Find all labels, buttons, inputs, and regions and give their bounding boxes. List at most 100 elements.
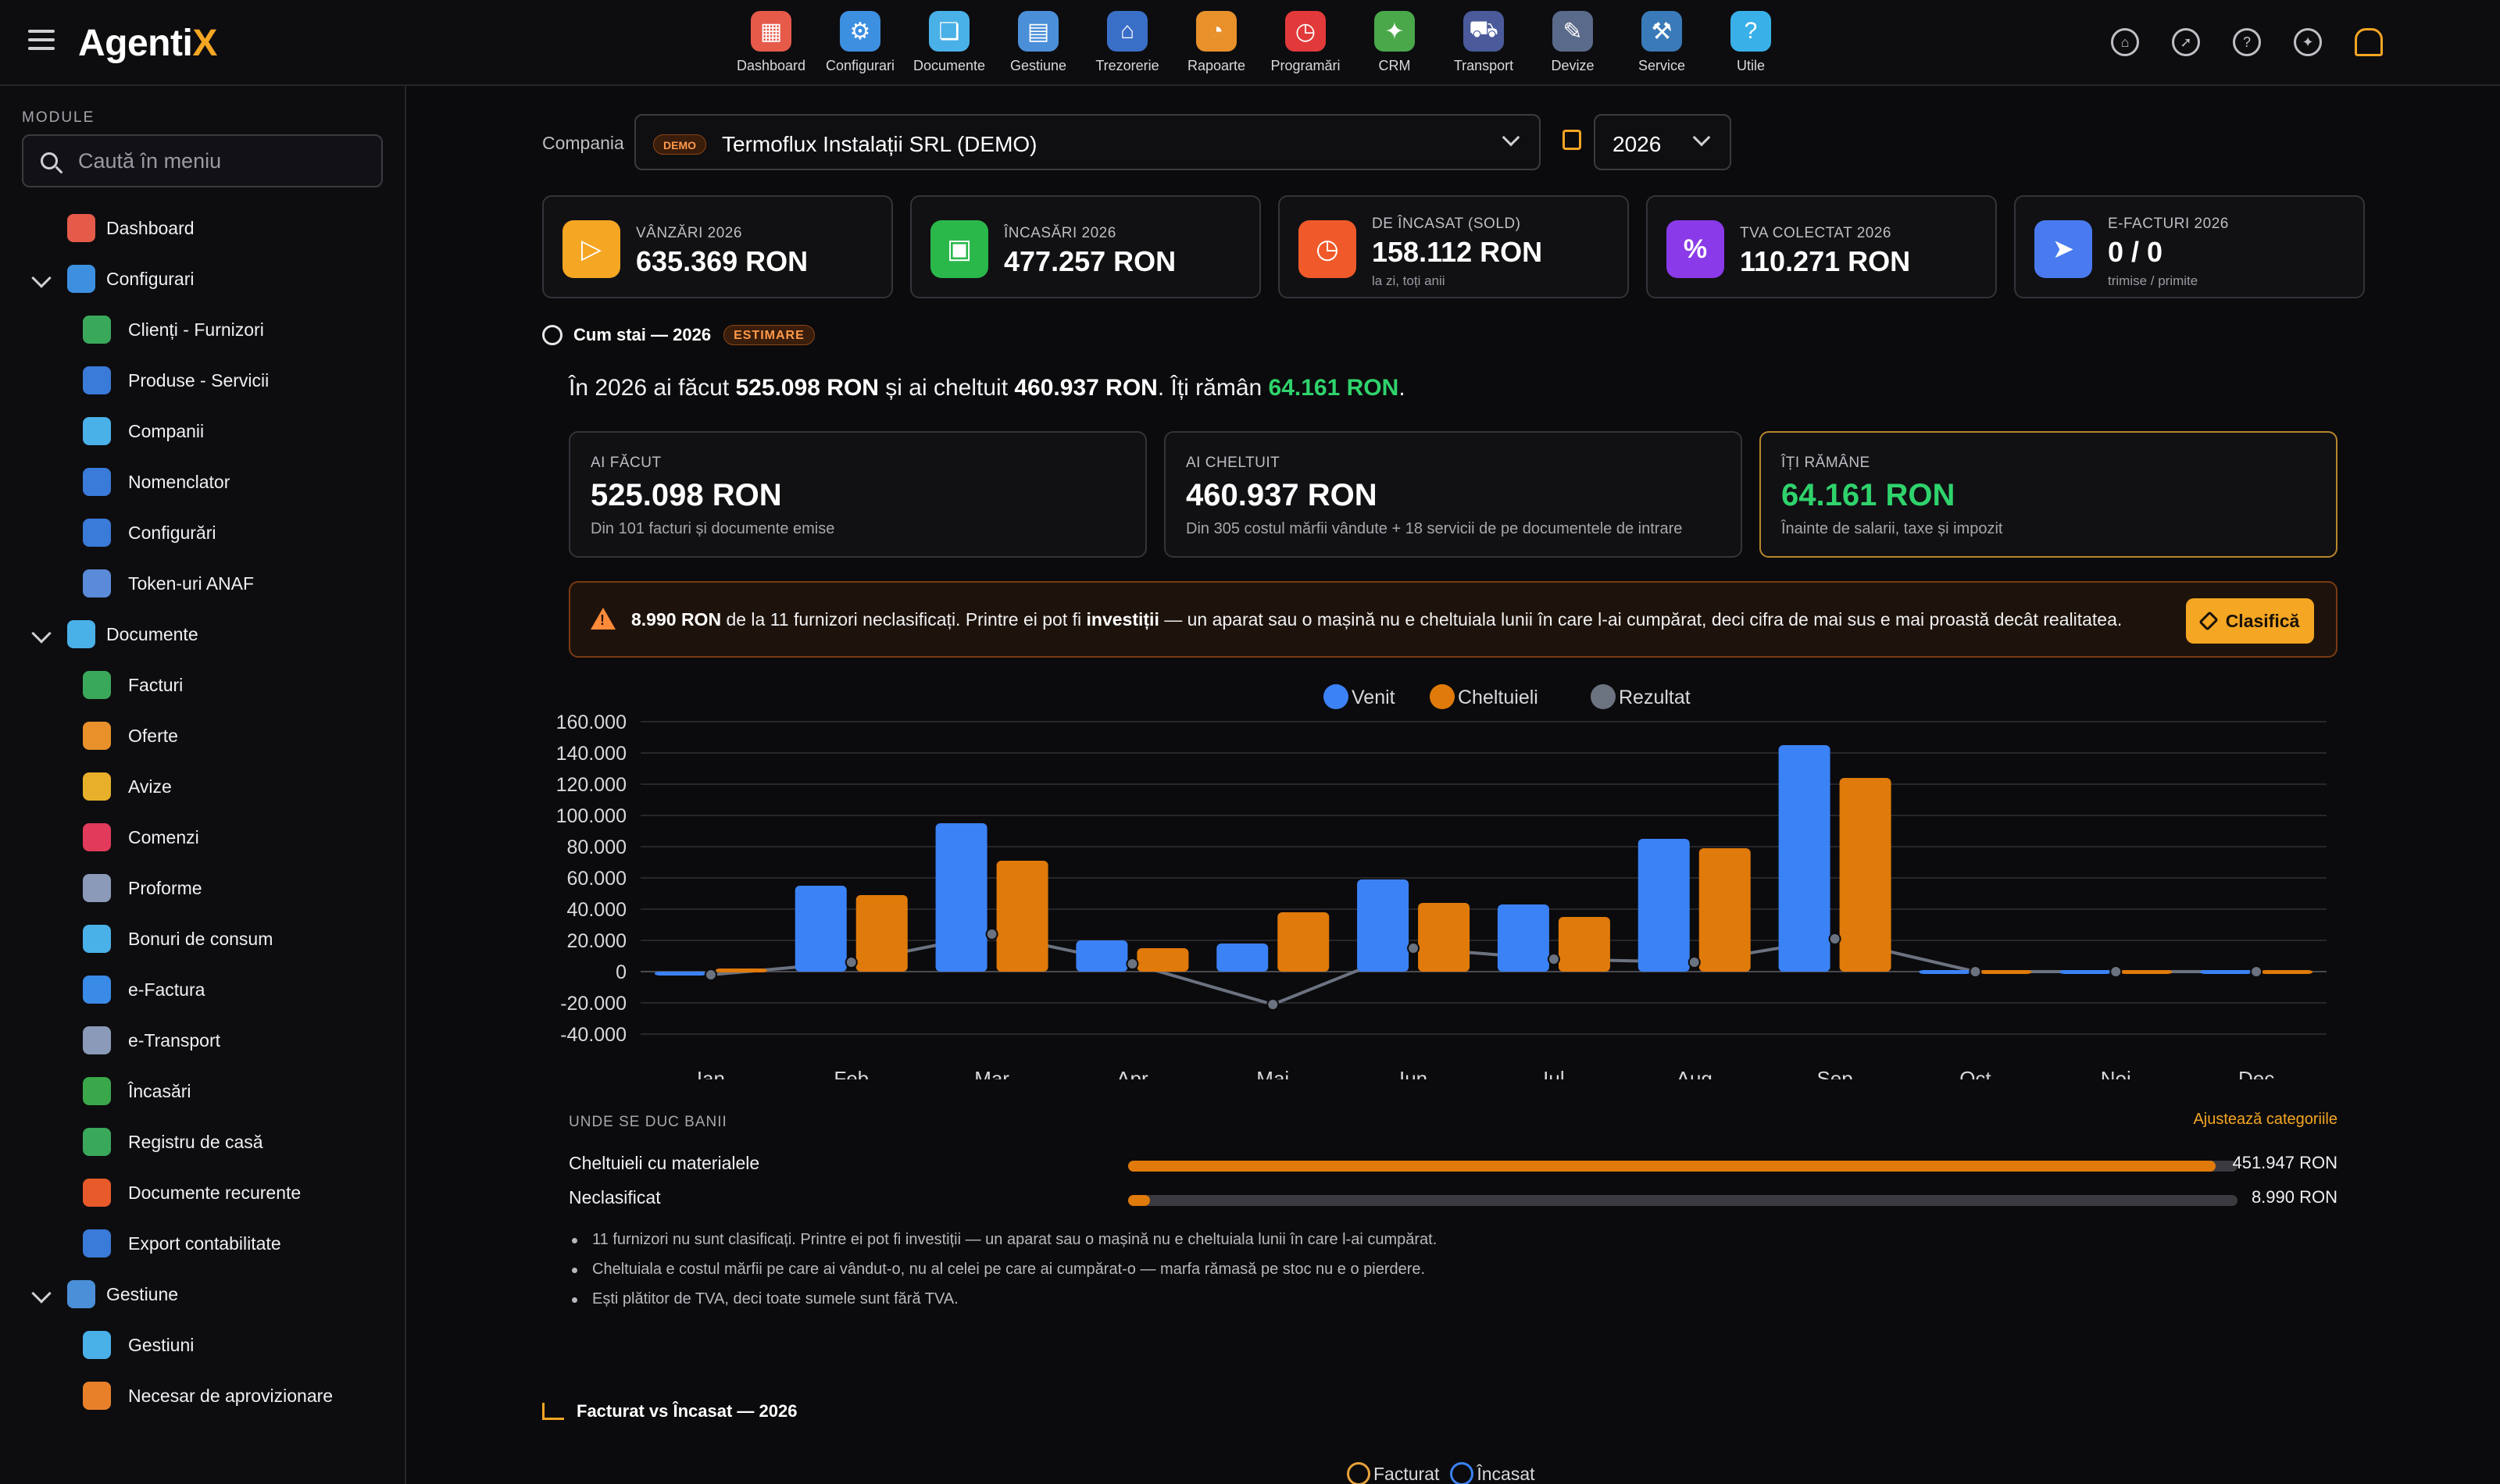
clock-icon: ◷	[1285, 11, 1326, 52]
sidebar-item-bonuri-de-consum[interactable]: Bonuri de consum	[0, 914, 406, 965]
chevron-down-icon[interactable]	[31, 268, 52, 288]
rezultat-point	[1126, 958, 1139, 970]
help-circle-icon[interactable]: ?	[2233, 28, 2261, 56]
topnav-service[interactable]: ⚒ Service	[1617, 11, 1706, 81]
topnav-label: CRM	[1378, 58, 1411, 73]
venit-bar	[795, 886, 847, 972]
cum-stai-header: Cum stai — 2026 ESTIMARE	[542, 325, 815, 345]
estimate-badge: ESTIMARE	[723, 325, 815, 345]
menu-item-icon	[83, 1179, 111, 1207]
sidebar-item-avize[interactable]: Avize	[0, 762, 406, 812]
sidebar-item-necesar-de-aprovizionare[interactable]: Necesar de aprovizionare	[0, 1371, 406, 1422]
sidebar-item-etransport[interactable]: e-Transport	[0, 1015, 406, 1066]
chevron-down-icon[interactable]	[31, 1283, 52, 1304]
topnav-label: Trezorerie	[1095, 58, 1159, 73]
topnav-programari[interactable]: ◷ Programări	[1261, 11, 1350, 81]
legend-item[interactable]: Facturat	[1347, 1462, 1439, 1484]
menu-item-icon	[83, 1026, 111, 1054]
sidebar-item-companii[interactable]: Companii	[0, 406, 406, 457]
sidebar-item-clienti-furnizori[interactable]: Clienți - Furnizori	[0, 305, 406, 355]
topnav-utile[interactable]: ? Utile	[1706, 11, 1795, 81]
topnav-configurari[interactable]: ⚙ Configurari	[816, 11, 905, 81]
kpi-card[interactable]: ◷ DE ÎNCASAT (SOLD) 158.112 RON la zi, toți…	[1278, 195, 1629, 298]
warning-text: 8.990 RON de la 11 furnizori neclasifica…	[631, 609, 2123, 630]
sidebar-item-label: Documente	[106, 624, 198, 644]
sparkle-icon[interactable]: ✦	[2294, 28, 2322, 56]
kpi-card[interactable]: ▷ VÂNZĂRI 2026 635.369 RON	[542, 195, 893, 298]
app-logo[interactable]: AgentiX	[78, 23, 217, 64]
sidebar-item-gestiuni[interactable]: Gestiuni	[0, 1320, 406, 1371]
menu-item-icon	[83, 1077, 111, 1105]
topnav-transport[interactable]: ⛟ Transport	[1439, 11, 1528, 81]
sidebar-item-label: Comenzi	[128, 827, 199, 847]
x-tick-label: Mar	[974, 1067, 1009, 1079]
rezultat-point	[1688, 956, 1701, 969]
topnav-trezorerie[interactable]: ⌂ Trezorerie	[1083, 11, 1172, 81]
report-chart-icon: ◔	[1196, 11, 1237, 52]
facturat-incasat-legend: Facturat Încasat	[1347, 1462, 1535, 1484]
top-navigation: ▦ Dashboard ⚙ Configurari ❏ Documente ▤ Gestiun…	[727, 11, 1795, 81]
where-title: UNDE SE DUC BANII	[569, 1114, 727, 1130]
category-value: 451.947 RON	[2232, 1153, 2338, 1172]
sidebar-item-export-contabilitate[interactable]: Export contabilitate	[0, 1218, 406, 1269]
sidebar-item-efactura[interactable]: e-Factura	[0, 965, 406, 1015]
chevron-down-icon	[1502, 128, 1520, 147]
menu-search-input[interactable]: Caută în meniu	[22, 134, 383, 187]
sidebar-item-gestiune[interactable]: Gestiune	[0, 1269, 406, 1320]
sidebar-item-proforme[interactable]: Proforme	[0, 863, 406, 914]
sidebar-item-label: Registru de casă	[128, 1132, 263, 1152]
note-item: Ești plătitor de TVA, deci toate sumele …	[569, 1290, 1437, 1308]
y-tick-label: -20.000	[560, 993, 627, 1015]
sidebar-item-documente-recurente[interactable]: Documente recurente	[0, 1168, 406, 1218]
cheltuieli-bar	[1418, 903, 1470, 972]
year-select[interactable]: 2026	[1594, 114, 1731, 170]
legend-item[interactable]: Încasat	[1450, 1462, 1535, 1484]
home-icon[interactable]: ⌂	[2111, 28, 2139, 56]
bell-icon[interactable]	[2355, 28, 2383, 56]
sidebar-item-incasari[interactable]: Încasări	[0, 1066, 406, 1117]
warning-icon	[591, 608, 616, 630]
sidebar-item-tokenuri-anaf[interactable]: Token-uri ANAF	[0, 558, 406, 609]
sidebar-item-nomenclator[interactable]: Nomenclator	[0, 457, 406, 508]
x-tick-label: Apr	[1116, 1067, 1148, 1079]
sidebar-item-configurari[interactable]: Configurari	[0, 254, 406, 305]
sidebar-item-comenzi[interactable]: Comenzi	[0, 812, 406, 863]
kpi-card[interactable]: ➤ E-FACTURI 2026 0 / 0 trimise / primite	[2014, 195, 2365, 298]
truck-icon: ⛟	[1463, 11, 1504, 52]
kpi-label: VÂNZĂRI 2026	[636, 225, 742, 241]
sidebar-item-configurari[interactable]: Configurări	[0, 508, 406, 558]
company-filter-row: Compania DEMO Termoflux Instalații SRL (…	[542, 114, 2105, 170]
topnav-devize[interactable]: ✎ Devize	[1528, 11, 1617, 81]
rezultat-point	[985, 928, 998, 940]
chevron-down-icon[interactable]	[31, 623, 52, 644]
topnav-documente[interactable]: ❏ Documente	[905, 11, 994, 81]
sidebar-item-dashboard[interactable]: Dashboard	[0, 203, 406, 254]
y-tick-label: 0	[616, 961, 627, 983]
adjust-categories-link[interactable]: Ajustează categoriile	[2193, 1111, 2338, 1128]
sidebar-item-oferte[interactable]: Oferte	[0, 711, 406, 762]
x-tick-label: Noi	[2101, 1067, 2131, 1079]
chevron-down-icon	[1692, 128, 1711, 147]
sidebar-item-facturi[interactable]: Facturi	[0, 660, 406, 711]
kpi-card[interactable]: ▣ ÎNCASĂRI 2026 477.257 RON	[910, 195, 1261, 298]
sidebar-item-label: Documente recurente	[128, 1183, 302, 1203]
classify-button[interactable]: Clasifică	[2186, 598, 2314, 644]
sidebar-item-produse-servicii[interactable]: Produse - Servicii	[0, 355, 406, 406]
topnav-dashboard[interactable]: ▦ Dashboard	[727, 11, 816, 81]
kpi-card[interactable]: % TVA COLECTAT 2026 110.271 RON	[1646, 195, 1997, 298]
topnav-label: Utile	[1736, 58, 1765, 73]
box-label: ÎȚI RĂMÂNE	[1781, 455, 1870, 471]
topnav-crm[interactable]: ✦ CRM	[1350, 11, 1439, 81]
legend-swatch	[1347, 1462, 1370, 1484]
sidebar-item-documente[interactable]: Documente	[0, 609, 406, 660]
compass-icon[interactable]: ➚	[2172, 28, 2200, 56]
topnav-gestiune[interactable]: ▤ Gestiune	[994, 11, 1083, 81]
kpi-label: TVA COLECTAT 2026	[1740, 225, 1892, 241]
hamburger-menu-icon[interactable]	[28, 30, 55, 53]
sidebar-item-label: Facturi	[128, 675, 184, 695]
company-select[interactable]: DEMO Termoflux Instalații SRL (DEMO)	[634, 114, 1541, 170]
facturat-vs-incasat-header: Facturat vs Încasat — 2026	[542, 1401, 797, 1422]
sidebar-item-label: Încasări	[128, 1081, 191, 1101]
topnav-rapoarte[interactable]: ◔ Rapoarte	[1172, 11, 1261, 81]
sidebar-item-registru-de-casa[interactable]: Registru de casă	[0, 1117, 406, 1168]
